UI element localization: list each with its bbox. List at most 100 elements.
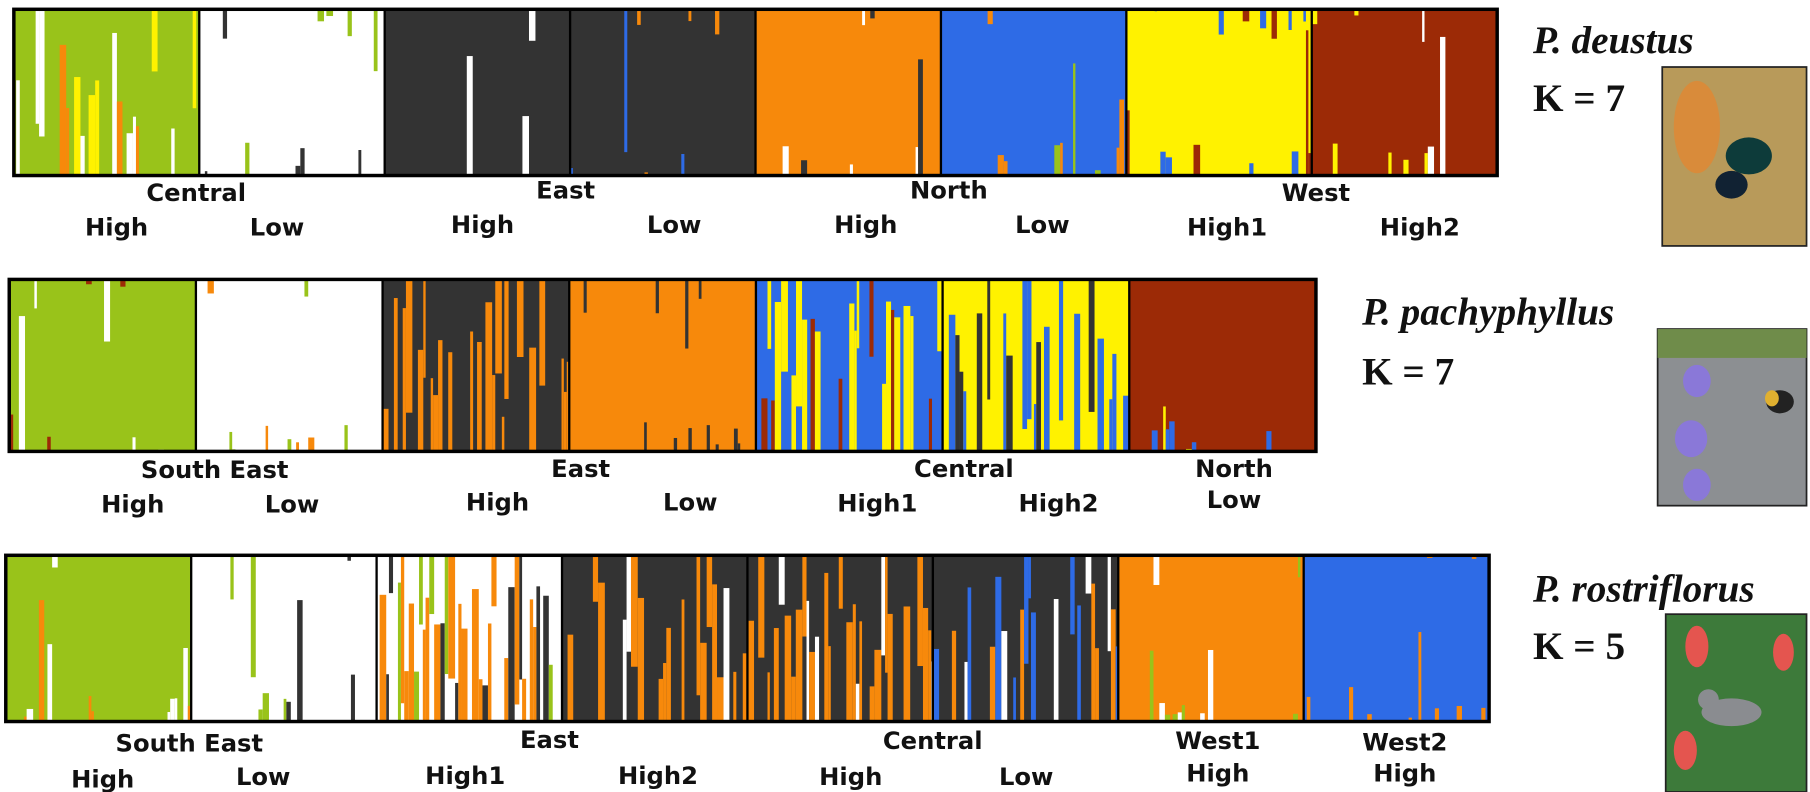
group-label: South East — [141, 455, 289, 484]
admixture-stripe — [846, 622, 853, 722]
admixture-stripe — [1165, 157, 1172, 176]
block-fill — [191, 555, 377, 722]
admixture-stripe — [869, 279, 874, 357]
admixture-stripe — [433, 395, 439, 452]
admixture-stripe — [258, 709, 263, 722]
admixture-stripe — [1027, 279, 1032, 420]
subgroup-label: High1 — [1187, 213, 1267, 242]
admixture-stripe — [448, 352, 453, 452]
admixture-stripe — [630, 555, 638, 667]
admixture-stripe — [1028, 555, 1031, 599]
admixture-stripe — [80, 135, 85, 176]
admixture-stripe — [806, 600, 810, 722]
admixture-stripe — [230, 555, 234, 600]
admixture-stripe — [522, 678, 527, 722]
admixture-stripe — [1151, 430, 1158, 452]
subgroup-label: High2 — [618, 761, 698, 790]
k-label: K = 7 — [1533, 77, 1625, 120]
admixture-stripe — [1119, 99, 1125, 176]
admixture-stripe — [1006, 355, 1013, 452]
admixture-stripe — [658, 678, 664, 722]
admixture-stripe — [882, 383, 887, 452]
admixture-stripe — [132, 116, 136, 176]
admixture-stripe — [171, 128, 175, 176]
admixture-stripe — [135, 126, 139, 176]
admixture-stripe — [1172, 714, 1178, 722]
admixture-stripe — [922, 607, 929, 722]
admixture-stripe — [204, 171, 208, 176]
admixture-stripe — [784, 615, 792, 722]
admixture-stripe — [16, 80, 20, 176]
admixture-stripe — [187, 705, 191, 722]
admixture-stripe — [491, 555, 497, 607]
admixture-stripe — [470, 331, 474, 452]
admixture-stripe — [903, 606, 911, 722]
admixture-stripe — [781, 279, 788, 372]
admixture-stripe — [400, 555, 405, 704]
admixture-stripe — [948, 314, 956, 452]
admixture-stripe — [1110, 609, 1116, 722]
admixture-stripe — [637, 9, 641, 25]
admixture-stripe — [183, 647, 188, 722]
admixture-stripe — [38, 600, 45, 722]
admixture-stripe — [1024, 555, 1029, 664]
admixture-stripe — [1159, 703, 1165, 722]
admixture-stripe — [887, 613, 893, 722]
admixture-stripe — [344, 425, 348, 452]
group-label: East — [536, 176, 595, 205]
population-block — [932, 555, 1119, 722]
admixture-stripe — [955, 335, 960, 452]
admixture-stripe — [47, 644, 53, 722]
admixture-stripe — [471, 589, 479, 722]
subgroup-label: Low — [236, 762, 290, 791]
admixture-stripe — [1160, 151, 1166, 176]
population-block — [199, 9, 385, 176]
admixture-stripe — [1163, 406, 1166, 452]
admixture-stripe — [495, 279, 502, 374]
admixture-stripe — [706, 425, 710, 452]
admixture-stripe — [1427, 146, 1435, 176]
population-block — [942, 279, 1130, 452]
photo-bee-2 — [1656, 328, 1808, 507]
group-label: Central — [146, 178, 246, 207]
admixture-stripe — [1070, 555, 1075, 635]
admixture-stripe — [245, 142, 250, 176]
population-block — [1129, 279, 1316, 452]
admixture-stripe — [1354, 9, 1359, 16]
admixture-stripe — [959, 371, 964, 452]
admixture-stripe — [529, 347, 537, 452]
subgroup-label: Low — [250, 213, 304, 242]
block-fill — [940, 9, 1127, 176]
admixture-stripe — [326, 9, 334, 17]
admixture-stripe — [852, 604, 856, 722]
admixture-stripe — [870, 9, 875, 19]
subgroup-label: High — [85, 213, 148, 242]
subgroup-label: Low — [1207, 485, 1261, 514]
admixture-stripe — [283, 698, 287, 722]
subgroup-label: High — [819, 762, 882, 791]
admixture-stripe — [737, 443, 741, 452]
group-label: South East — [116, 729, 264, 758]
photo-bird — [1664, 613, 1808, 792]
admixture-stripe — [1292, 713, 1298, 722]
admixture-stripe — [304, 279, 309, 297]
admixture-stripe — [430, 378, 434, 452]
admixture-stripe — [967, 587, 972, 722]
admixture-stripe — [1164, 714, 1171, 722]
admixture-stripe — [88, 95, 96, 176]
admixture-stripe — [802, 319, 808, 452]
admixture-stripe — [1332, 143, 1338, 176]
admixture-stripe — [287, 439, 292, 452]
admixture-stripe — [408, 603, 415, 722]
admixture-stripe — [700, 642, 707, 722]
admixture-stripe — [1291, 151, 1299, 176]
admixture-stripe — [501, 416, 505, 452]
admixture-stripe — [644, 422, 647, 452]
admixture-stripe — [126, 133, 133, 176]
admixture-stripe — [132, 437, 136, 452]
population-block — [376, 555, 563, 722]
admixture-stripe — [1408, 717, 1412, 722]
admixture-stripe — [39, 9, 45, 137]
group-label: Central — [883, 726, 983, 755]
